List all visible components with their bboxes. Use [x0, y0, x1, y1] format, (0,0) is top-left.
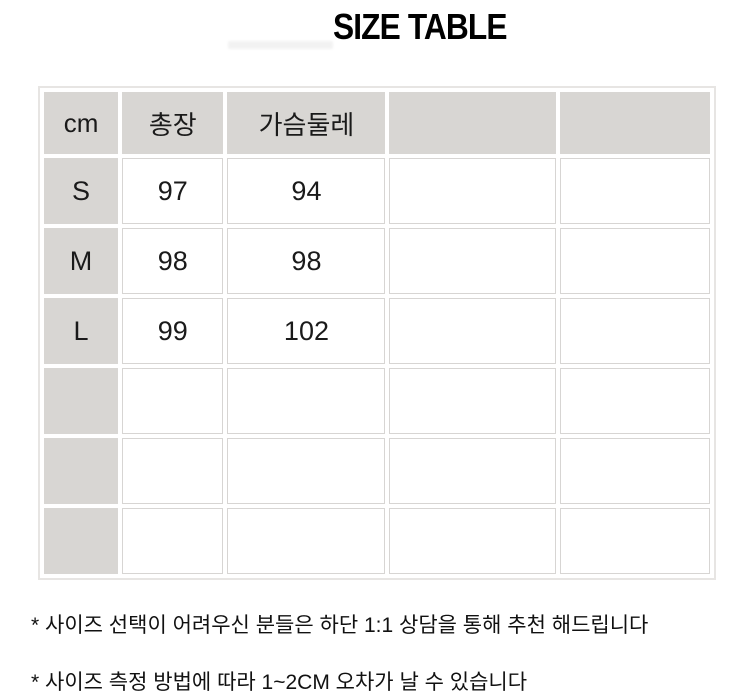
- value-cell: [227, 508, 386, 574]
- value-cell: [560, 508, 710, 574]
- value-cell: [389, 368, 557, 434]
- value-cell: [122, 508, 224, 574]
- value-cell: [389, 298, 557, 364]
- value-cell: [560, 158, 710, 224]
- value-cell: [560, 438, 710, 504]
- size-label-cell: [44, 368, 119, 434]
- value-cell: 99: [122, 298, 224, 364]
- table-row: [44, 438, 710, 504]
- value-cell: [227, 368, 386, 434]
- value-cell: 97: [122, 158, 224, 224]
- column-header-empty-1: [389, 92, 557, 154]
- value-cell: 94: [227, 158, 386, 224]
- size-label-cell: [44, 508, 119, 574]
- table-row: L 99 102: [44, 298, 710, 364]
- value-cell: [389, 508, 557, 574]
- value-cell: [389, 158, 557, 224]
- page-title: SIZE TABLE: [333, 6, 508, 47]
- size-label-cell: L: [44, 298, 119, 364]
- value-cell: [389, 228, 557, 294]
- size-table: cm 총장 가슴둘레 S 97 94 M 98 98 L 99 102: [38, 86, 716, 580]
- value-cell: 98: [122, 228, 224, 294]
- column-header-total-length: 총장: [122, 92, 224, 154]
- value-cell: 102: [227, 298, 386, 364]
- value-cell: [389, 438, 557, 504]
- table-row: [44, 508, 710, 574]
- footnote-measure-tolerance: * 사이즈 측정 방법에 따라 1~2CM 오차가 날 수 있습니다: [31, 671, 528, 694]
- value-cell: 98: [227, 228, 386, 294]
- table-header-row: cm 총장 가슴둘레: [44, 92, 710, 154]
- value-cell: [227, 438, 386, 504]
- unit-header-cell: cm: [44, 92, 119, 154]
- table-row: S 97 94: [44, 158, 710, 224]
- value-cell: [560, 228, 710, 294]
- faint-watermark: [228, 41, 333, 49]
- size-label-cell: S: [44, 158, 119, 224]
- value-cell: [560, 298, 710, 364]
- column-header-empty-2: [560, 92, 710, 154]
- value-cell: [122, 438, 224, 504]
- column-header-chest: 가슴둘레: [227, 92, 386, 154]
- value-cell: [122, 368, 224, 434]
- table-row: M 98 98: [44, 228, 710, 294]
- value-cell: [560, 368, 710, 434]
- size-label-cell: M: [44, 228, 119, 294]
- size-label-cell: [44, 438, 119, 504]
- table-row: [44, 368, 710, 434]
- footnote-size-consult: * 사이즈 선택이 어려우신 분들은 하단 1:1 상담을 통해 추천 해드립니…: [31, 614, 649, 637]
